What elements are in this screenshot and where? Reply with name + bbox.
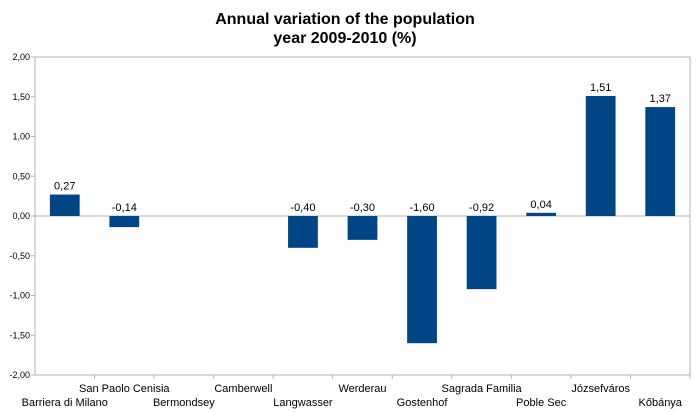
category-label: Langwasser: [273, 397, 333, 409]
category-label: Barriera di Milano: [22, 397, 108, 409]
bar: [347, 216, 378, 240]
bar: [466, 216, 497, 290]
category-label: Kőbánya: [639, 397, 683, 409]
data-label: 0,04: [530, 199, 551, 211]
bar: [407, 216, 437, 344]
category-label: Werderau: [338, 383, 386, 395]
x-axis-labels: Barriera di Milano San Paolo Cenisia Bermo…: [22, 375, 691, 409]
bar: [288, 216, 318, 248]
y-tick-label: 0,00: [12, 211, 30, 221]
bar: [526, 212, 557, 216]
category-label: Camberwell: [214, 383, 272, 395]
y-tick-label: -1,00: [9, 291, 30, 301]
chart-title-line-1: Annual variation of the population: [215, 11, 475, 28]
data-label: -1,60: [410, 202, 435, 214]
data-label: 0,27: [54, 181, 75, 193]
chart-title-line-2: year 2009-2010 (%): [273, 30, 416, 47]
y-tick-label: 0,50: [12, 171, 30, 181]
category-label: San Paolo Cenisia: [79, 383, 170, 395]
y-tick-label: -1,50: [9, 330, 30, 340]
category-label: Bermondsey: [153, 397, 215, 409]
bars: [49, 95, 676, 344]
data-label: -0,92: [469, 202, 494, 214]
y-tick-label: -2,00: [9, 370, 30, 380]
bar: [109, 216, 140, 228]
data-label: -0,14: [112, 202, 137, 214]
data-label: -0,40: [290, 202, 315, 214]
data-labels: 0,27 -0,14 -0,40 -0,30 -1,60 -0,92 0,04 1,51 1,3…: [54, 82, 671, 214]
bar: [49, 194, 80, 216]
category-label: Poble Sec: [516, 397, 567, 409]
y-tick-label: -0,50: [9, 251, 30, 261]
category-label: Gostenhof: [397, 397, 449, 409]
bar: [645, 107, 676, 216]
bar: [585, 95, 616, 216]
category-label: Józsefváros: [571, 383, 630, 395]
data-label: -0,30: [350, 202, 375, 214]
category-label: Sagrada Familia: [442, 383, 523, 395]
y-tick-label: 1,50: [12, 92, 30, 102]
data-label: 1,51: [590, 82, 611, 94]
y-tick-label: 2,00: [12, 52, 30, 62]
y-tick-label: 1,00: [12, 132, 30, 142]
data-label: 1,37: [650, 93, 671, 105]
